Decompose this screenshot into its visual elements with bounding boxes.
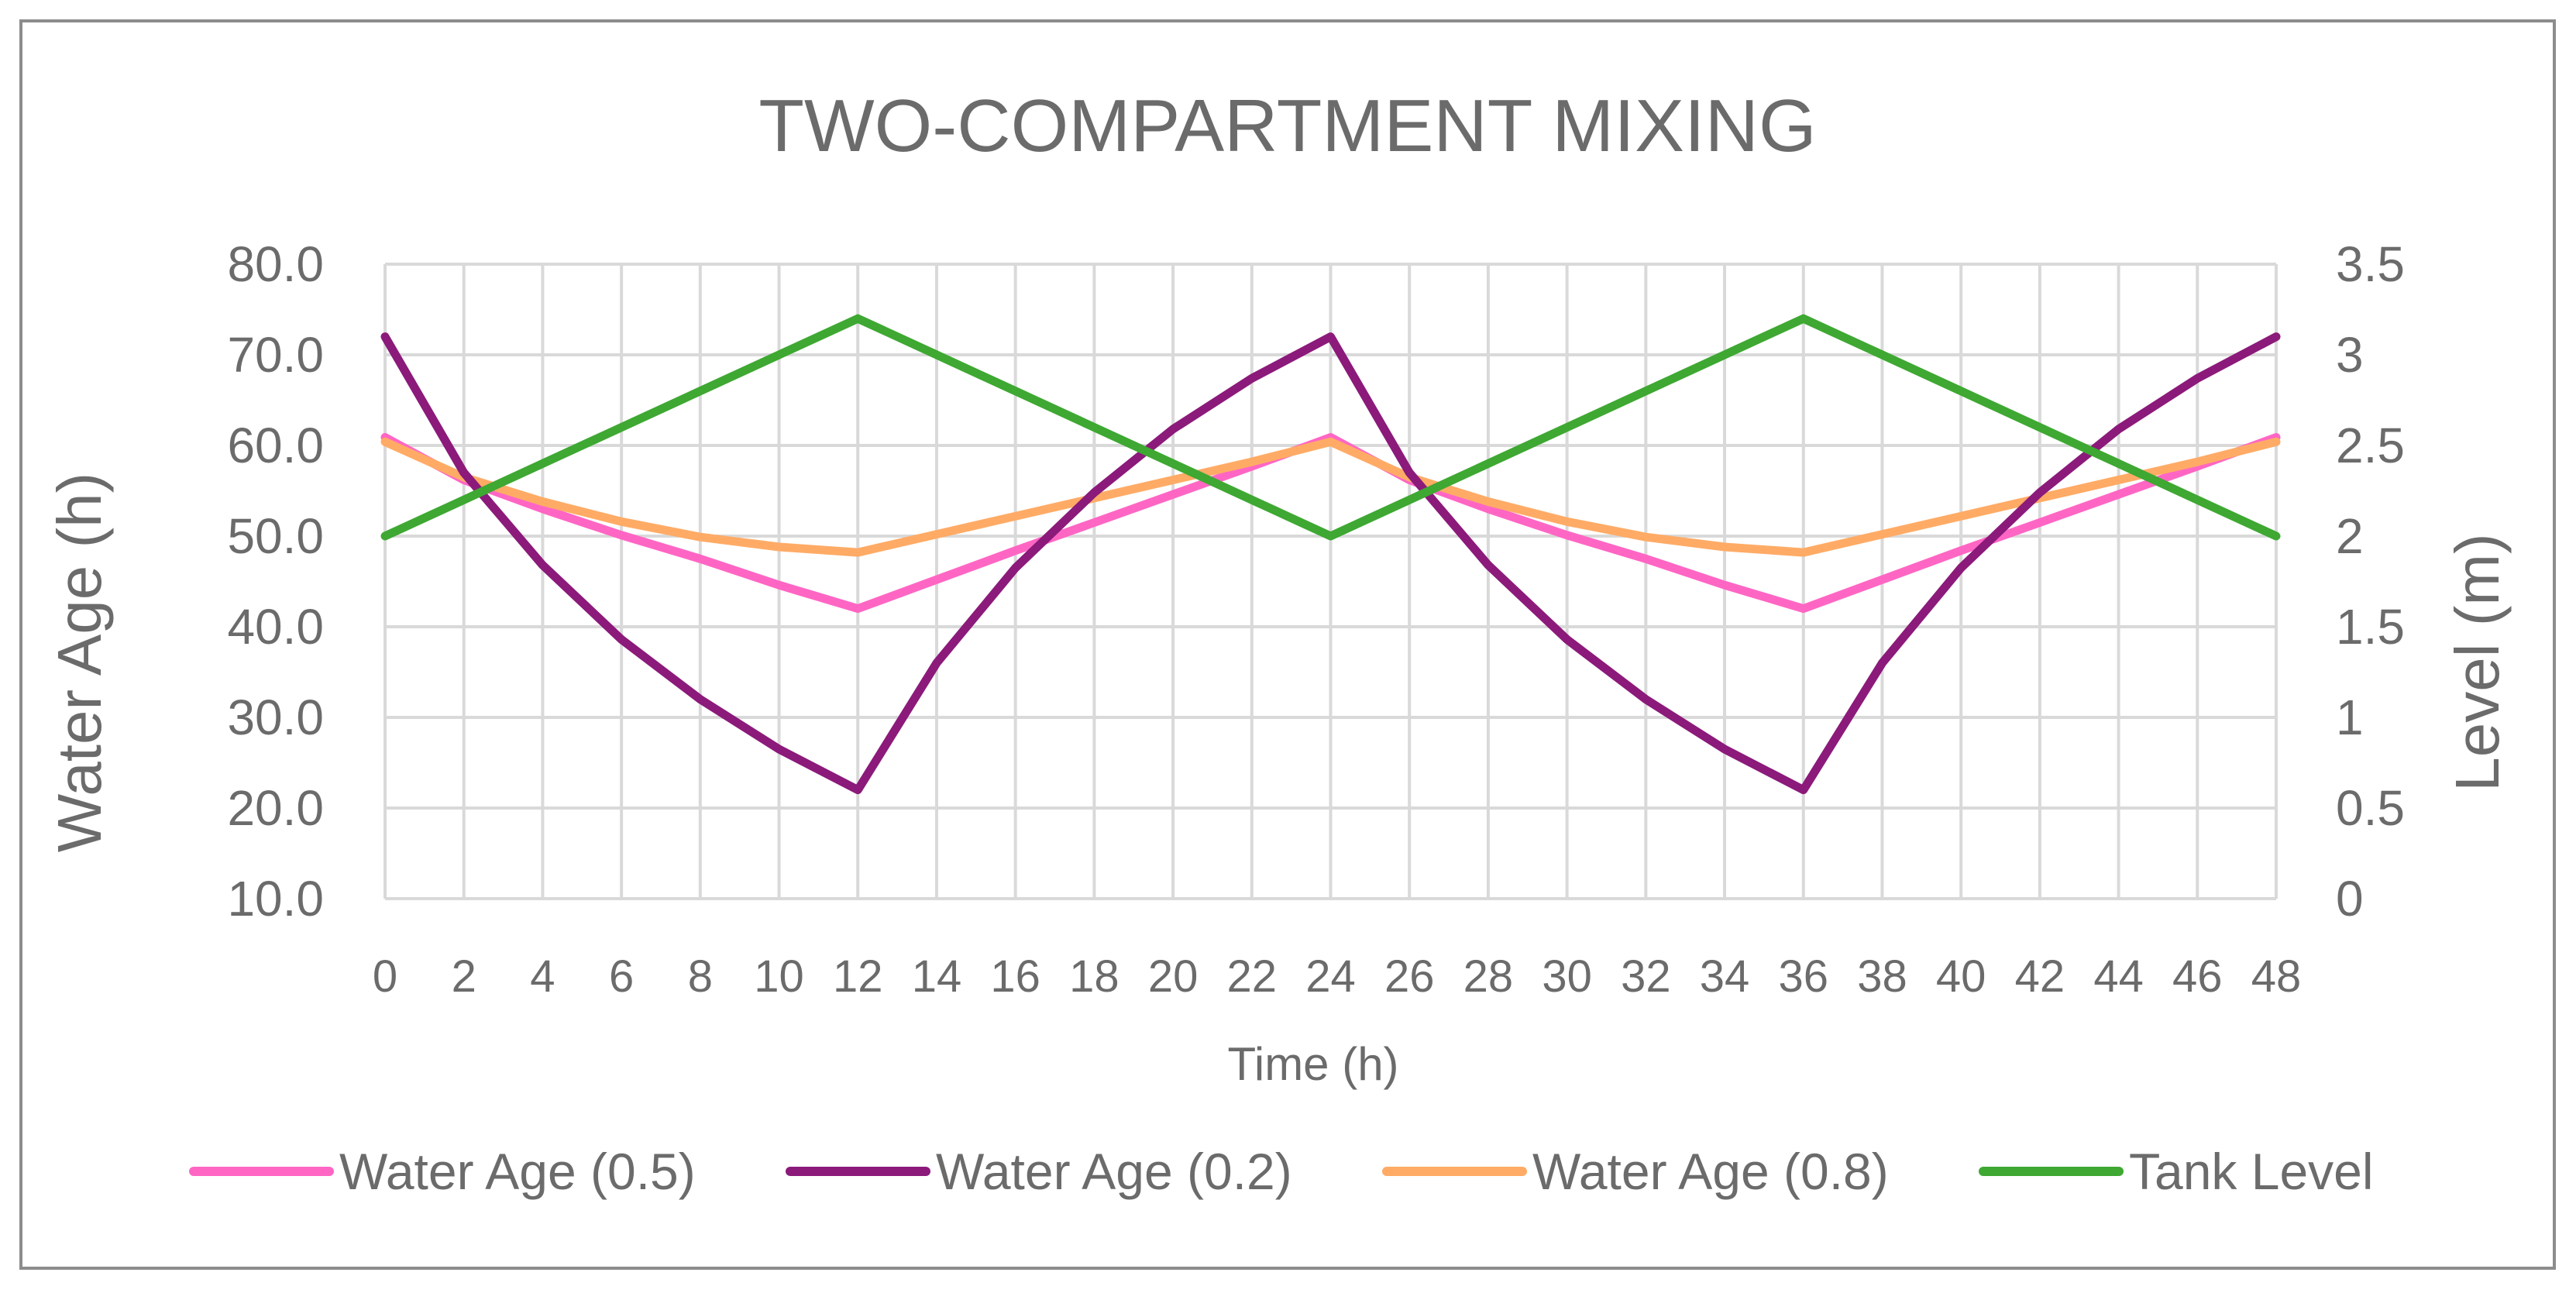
- x-tick-label: 22: [1227, 951, 1278, 1002]
- x-tick-label: 14: [912, 951, 962, 1002]
- x-tick-label: 38: [1857, 951, 1907, 1002]
- y-tick-label: 10.0: [227, 871, 324, 927]
- series-line-tank-level: [380, 314, 2281, 541]
- y-tick-label: 70.0: [227, 327, 324, 383]
- y-tick-label: 80.0: [227, 236, 324, 292]
- series-line-water-age-0-8: [380, 437, 2281, 557]
- x-tick-label: 20: [1148, 951, 1199, 1002]
- y2-tick-label: 3: [2336, 327, 2364, 383]
- x-tick-label: 10: [754, 951, 804, 1002]
- y-tick-label: 30.0: [227, 689, 324, 745]
- y-tick-label: 40.0: [227, 599, 324, 655]
- legend-label: Water Age (0.2): [936, 1143, 1292, 1200]
- x-tick-label: 46: [2172, 951, 2223, 1002]
- y-axis-left: 10.0 20.0 30.0 40.0 50.0 60.0 70.0 80.0: [227, 236, 324, 927]
- x-tick-label: 0: [373, 951, 397, 1002]
- y2-axis-title: Level (m): [2443, 533, 2512, 791]
- y2-tick-label: 2: [2336, 508, 2364, 564]
- x-tick-label: 12: [833, 951, 883, 1002]
- y2-tick-label: 1: [2336, 689, 2364, 745]
- series-layer: [380, 314, 2281, 795]
- y-tick-label: 20.0: [227, 780, 324, 836]
- y-tick-label: 50.0: [227, 508, 324, 564]
- y2-tick-label: 3.5: [2336, 236, 2405, 292]
- y-axis-title: Water Age (h): [45, 473, 114, 853]
- x-tick-label: 28: [1463, 951, 1514, 1002]
- x-tick-label: 24: [1305, 951, 1356, 1002]
- x-axis: 0 2 4 6 8 10 12 14 16 18 20 22 24 26 28 30 32 34 36 38 40 42 4…: [373, 951, 2301, 1002]
- x-tick-label: 4: [530, 951, 555, 1002]
- legend-label: Water Age (0.5): [339, 1143, 696, 1200]
- legend: Water Age (0.5) Water Age (0.2) Water Age …: [189, 1143, 2374, 1200]
- x-tick-label: 36: [1778, 951, 1828, 1002]
- y2-tick-label: 0: [2336, 871, 2364, 927]
- x-tick-label: 16: [990, 951, 1040, 1002]
- y2-tick-label: 0.5: [2336, 780, 2405, 836]
- legend-label: Water Age (0.8): [1532, 1143, 1889, 1200]
- y2-tick-label: 2.5: [2336, 418, 2405, 473]
- x-tick-label: 34: [1700, 951, 1750, 1002]
- y2-tick-label: 1.5: [2336, 599, 2405, 655]
- y-tick-label: 60.0: [227, 418, 324, 473]
- series-line-water-age-0-5: [380, 433, 2281, 614]
- x-tick-label: 42: [2015, 951, 2065, 1002]
- chart-title: TWO-COMPARTMENT MIXING: [758, 84, 1816, 167]
- x-tick-label: 32: [1621, 951, 1671, 1002]
- chart-frame: [19, 19, 2556, 1270]
- x-tick-label: 2: [452, 951, 476, 1002]
- x-tick-label: 6: [609, 951, 634, 1002]
- x-tick-label: 44: [2093, 951, 2144, 1002]
- x-tick-label: 18: [1069, 951, 1119, 1002]
- y-axis-right: 0 0.5 1 1.5 2 2.5 3 3.5: [2336, 236, 2405, 927]
- x-tick-label: 48: [2251, 951, 2302, 1002]
- legend-label: Tank Level: [2129, 1143, 2374, 1200]
- x-tick-label: 30: [1542, 951, 1592, 1002]
- x-tick-label: 26: [1384, 951, 1435, 1002]
- x-tick-label: 8: [688, 951, 713, 1002]
- series-line-water-age-0-2: [380, 332, 2281, 795]
- x-tick-label: 40: [1936, 951, 1986, 1002]
- x-axis-title: Time (h): [1227, 1038, 1398, 1090]
